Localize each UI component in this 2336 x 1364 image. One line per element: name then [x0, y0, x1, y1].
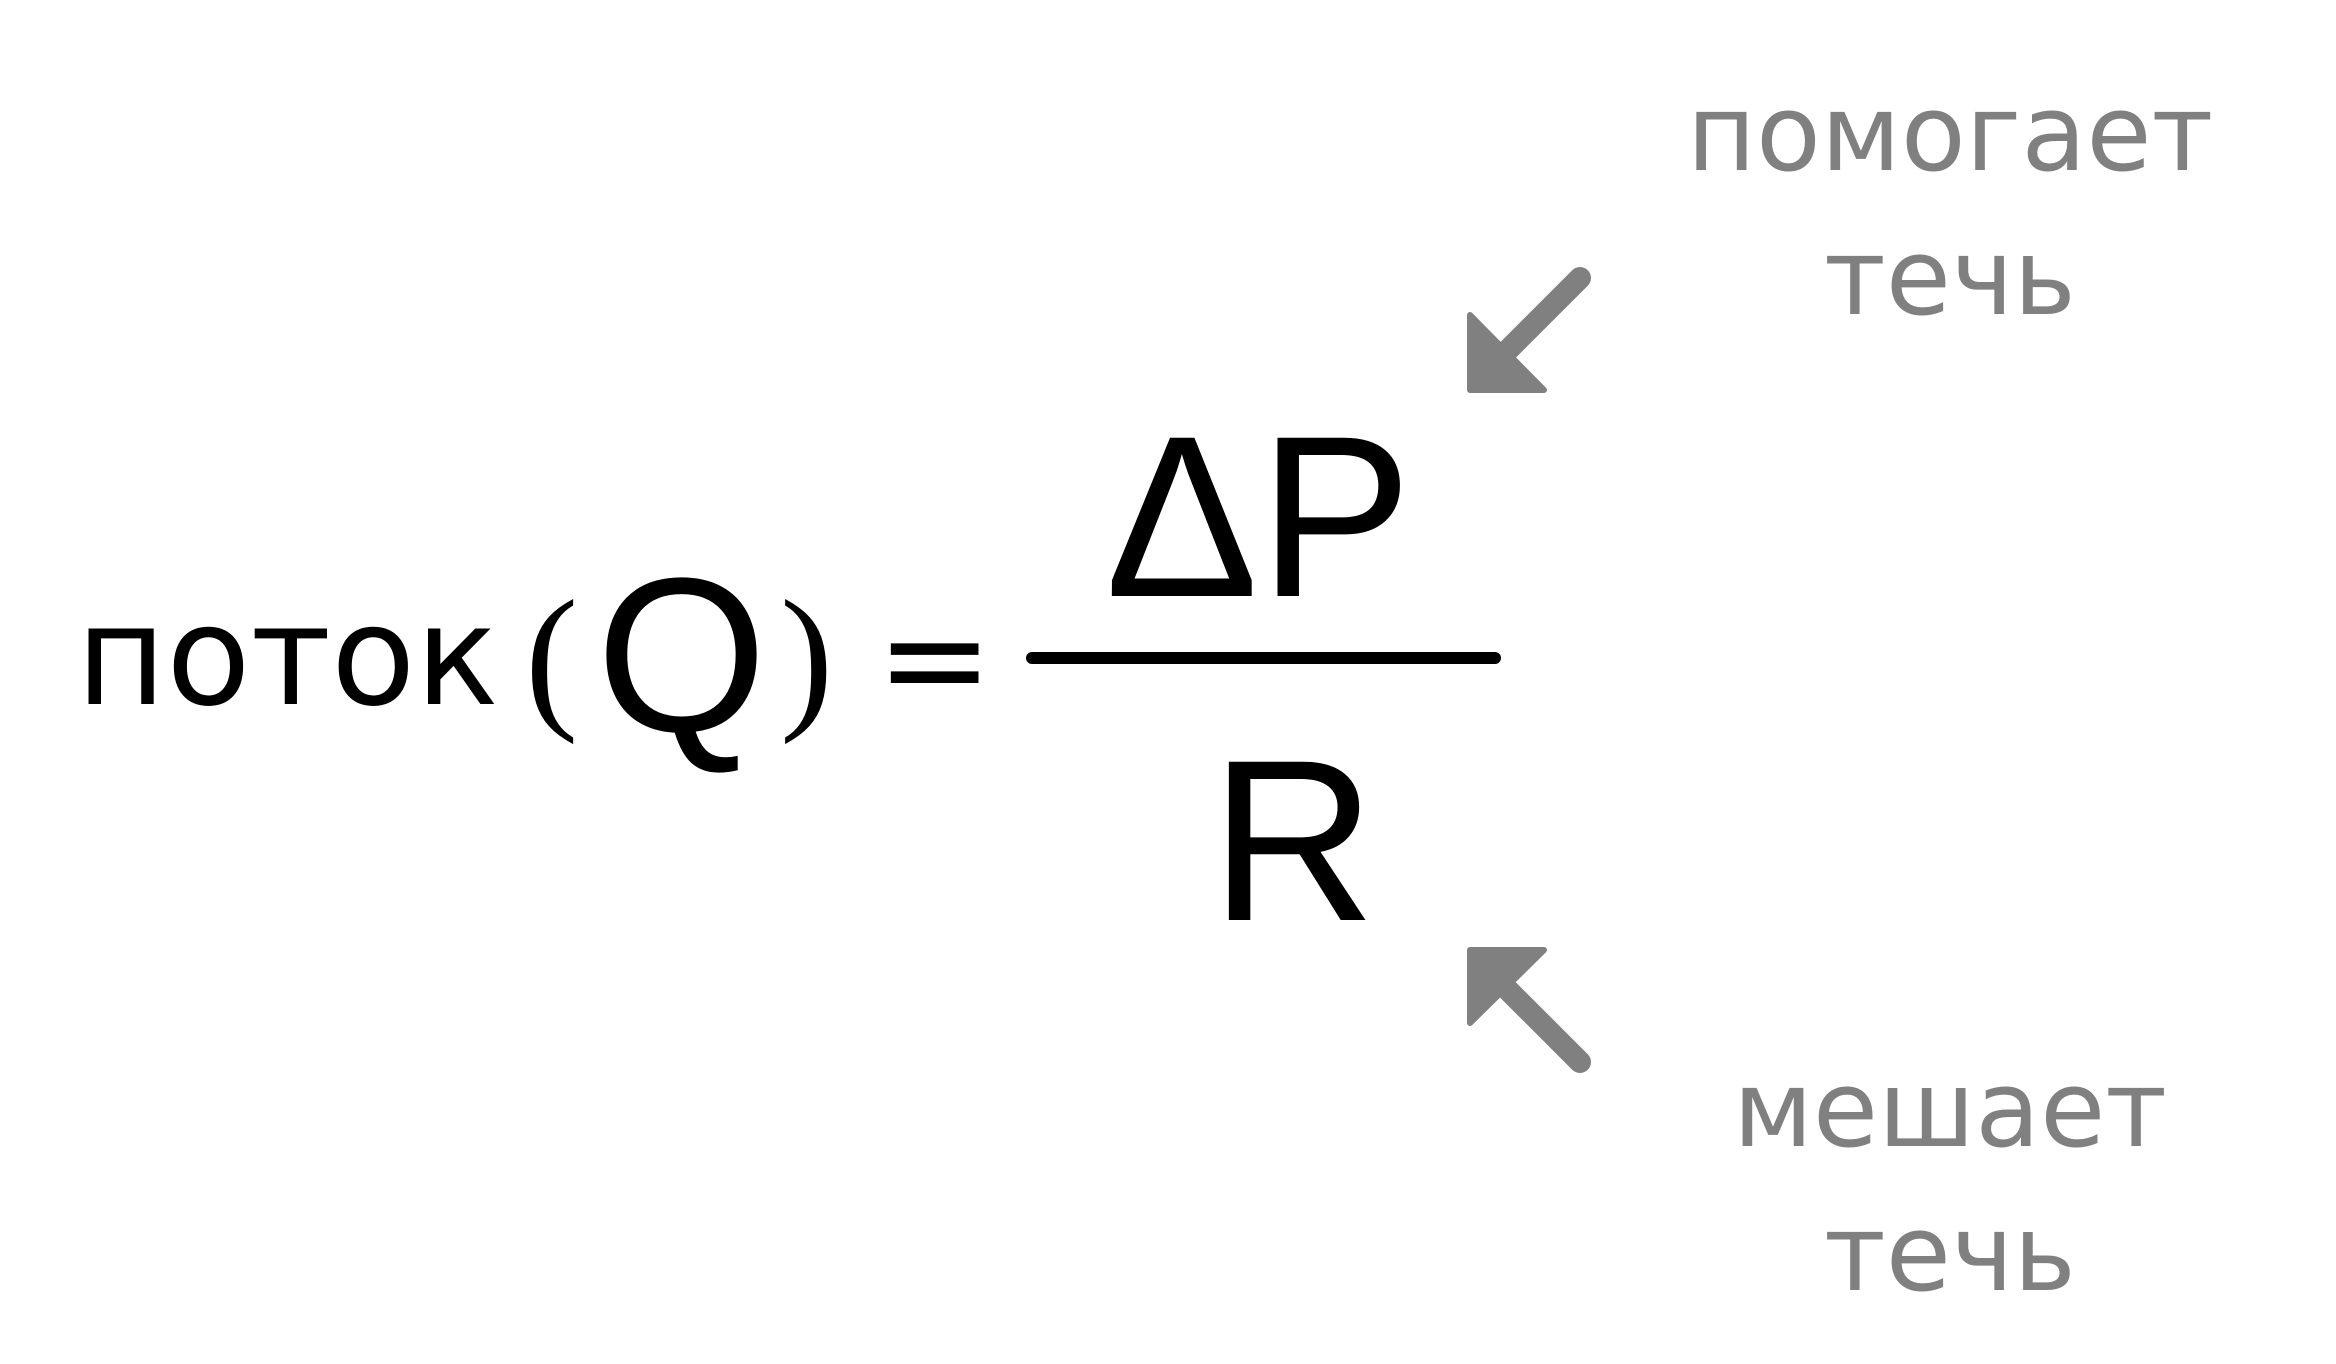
numerator-delta-p: ΔP	[1105, 388, 1413, 645]
annotation-helps-line2: течь	[1823, 216, 2077, 340]
denominator-r: R	[1210, 712, 1377, 969]
annotation-hinders-line2: течь	[1823, 1192, 2077, 1316]
arrow-up-left-icon	[1467, 947, 1591, 1073]
annotation-helps-flow: помогает течь	[1592, 62, 2308, 350]
arrow-down-left-icon	[1467, 267, 1591, 393]
flow-label: поток	[76, 576, 499, 737]
annotation-hinders-flow: мешает течь	[1592, 1038, 2308, 1326]
annotation-helps-line1: помогает	[1686, 72, 2214, 195]
flow-symbol-q: Q	[596, 532, 768, 778]
close-parenthesis: )	[780, 567, 834, 745]
annotation-hinders-line1: мешает	[1732, 1048, 2168, 1171]
equals-sign: =	[876, 578, 994, 741]
open-parenthesis: (	[525, 567, 579, 745]
